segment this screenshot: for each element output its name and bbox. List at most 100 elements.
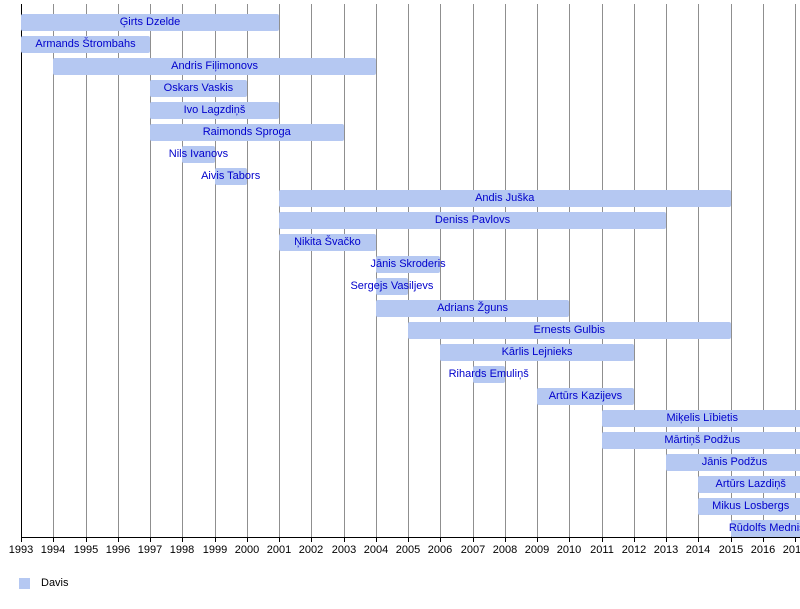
x-axis-tick bbox=[311, 537, 312, 542]
x-axis-tick bbox=[569, 537, 570, 542]
x-axis-tick bbox=[182, 537, 183, 542]
year-gridline bbox=[634, 4, 635, 537]
year-gridline bbox=[569, 4, 570, 537]
x-axis-tick-label: 1997 bbox=[137, 544, 163, 556]
gantt-bar: Rūdolfs Mednis bbox=[728, 520, 800, 537]
year-gridline bbox=[602, 4, 603, 537]
gantt-bar: Jānis Podžus bbox=[666, 454, 800, 471]
x-axis-tick-label: 2004 bbox=[363, 544, 389, 556]
year-gridline bbox=[440, 4, 441, 537]
gantt-bar-label: Rūdolfs Mednis bbox=[728, 522, 800, 534]
gantt-bar: Ernests Gulbis bbox=[408, 322, 731, 339]
x-axis-tick bbox=[376, 537, 377, 542]
x-axis-line bbox=[21, 537, 800, 538]
x-axis-tick bbox=[21, 537, 22, 542]
x-axis-tick-label: 2011 bbox=[590, 544, 614, 556]
gantt-bar: Aivis Tabors bbox=[201, 168, 260, 185]
year-gridline bbox=[53, 4, 54, 537]
gantt-bar: Ņikita Švačko bbox=[279, 234, 376, 251]
x-axis-tick bbox=[666, 537, 667, 542]
x-axis-tick-label: 2016 bbox=[750, 544, 776, 556]
gantt-bar-label: Ģirts Dzelde bbox=[119, 16, 181, 28]
x-axis-tick bbox=[118, 537, 119, 542]
x-axis-tick bbox=[215, 537, 216, 542]
gantt-bar-label: Nils Ivanovs bbox=[168, 148, 229, 160]
legend-label: Davis bbox=[41, 577, 69, 589]
gantt-bar: Andris Fiļimonovs bbox=[53, 58, 376, 75]
legend-color-swatch bbox=[19, 577, 30, 589]
x-axis-tick-label: 1998 bbox=[169, 544, 195, 556]
x-axis-tick-label: 2003 bbox=[331, 544, 357, 556]
gantt-bar-label: Miķelis Lībietis bbox=[666, 412, 739, 424]
year-gridline bbox=[731, 4, 732, 537]
gantt-bar: Armands Štrombahs bbox=[21, 36, 150, 53]
gantt-bar: Miķelis Lībietis bbox=[601, 410, 800, 427]
x-axis-tick-label: 2015 bbox=[718, 544, 744, 556]
gantt-bar: Kārlis Lejnieks bbox=[440, 344, 634, 361]
year-gridline bbox=[21, 4, 22, 537]
gantt-bar-label: Aivis Tabors bbox=[201, 170, 261, 182]
x-axis-tick-label: 1993 bbox=[8, 544, 34, 556]
year-gridline bbox=[344, 4, 345, 537]
gantt-bar: Artūrs Kazijevs bbox=[537, 388, 634, 405]
x-axis-tick bbox=[795, 537, 796, 542]
x-axis-tick bbox=[473, 537, 474, 542]
year-gridline bbox=[795, 4, 796, 537]
year-gridline bbox=[473, 4, 474, 537]
x-axis-tick bbox=[344, 537, 345, 542]
x-axis-tick bbox=[247, 537, 248, 542]
gantt-bar-label: Oskars Vaskis bbox=[163, 82, 234, 94]
gantt-bar: Adrians Žguns bbox=[375, 300, 570, 317]
x-axis-tick-label: 1999 bbox=[202, 544, 228, 556]
x-axis-tick-label: 2007 bbox=[460, 544, 486, 556]
gantt-bar: Raimonds Sproga bbox=[150, 124, 344, 141]
year-gridline bbox=[666, 4, 667, 537]
x-axis-tick-label: 2017 bbox=[782, 544, 800, 556]
gantt-bar-label: Andris Fiļimonovs bbox=[171, 60, 258, 72]
gantt-bar: Artūrs Lazdiņš bbox=[698, 476, 800, 493]
year-gridline bbox=[279, 4, 280, 537]
year-gridline bbox=[118, 4, 119, 537]
gantt-bar-label: Rihards Emuliņš bbox=[448, 368, 529, 380]
x-axis-tick-label: 2005 bbox=[395, 544, 421, 556]
x-axis-tick-label: 2014 bbox=[685, 544, 711, 556]
gantt-bar: Oskars Vaskis bbox=[150, 80, 247, 97]
gantt-bar-label: Kārlis Lejnieks bbox=[501, 346, 573, 358]
gantt-bar: Ivo Lagzdiņš bbox=[150, 102, 279, 119]
year-gridline bbox=[247, 4, 248, 537]
year-gridline bbox=[182, 4, 183, 537]
gantt-bar: Deniss Pavlovs bbox=[279, 212, 666, 229]
gantt-bar-label: Raimonds Sproga bbox=[202, 126, 291, 138]
gantt-bar-label: Artūrs Kazijevs bbox=[548, 390, 623, 402]
year-gridline bbox=[763, 4, 764, 537]
gantt-bar-label: Jānis Podžus bbox=[701, 456, 768, 468]
gantt-bar: Jānis Skroderis bbox=[370, 256, 446, 273]
x-axis-tick-label: 1995 bbox=[73, 544, 99, 556]
x-axis-tick bbox=[537, 537, 538, 542]
x-axis-tick bbox=[86, 537, 87, 542]
gantt-bar-label: Jānis Skroderis bbox=[370, 258, 446, 270]
gantt-bar-label: Armands Štrombahs bbox=[35, 38, 136, 50]
gantt-bar: Mārtiņš Podžus bbox=[601, 432, 800, 449]
x-axis-tick-label: 1994 bbox=[40, 544, 66, 556]
x-axis-tick-label: 2013 bbox=[653, 544, 679, 556]
year-gridline bbox=[537, 4, 538, 537]
legend: Davis bbox=[19, 577, 69, 589]
x-axis-tick-label: 2001 bbox=[266, 544, 292, 556]
gantt-bar-label: Ivo Lagzdiņš bbox=[183, 104, 246, 116]
gantt-bar-label: Artūrs Lazdiņš bbox=[715, 478, 786, 490]
year-gridline bbox=[150, 4, 151, 537]
x-axis-tick bbox=[505, 537, 506, 542]
gantt-bar: Andis Juška bbox=[279, 190, 731, 207]
gantt-bar-label: Andis Juška bbox=[475, 192, 535, 204]
x-axis-tick bbox=[763, 537, 764, 542]
gantt-bar-label: Ņikita Švačko bbox=[294, 236, 361, 248]
x-axis-tick bbox=[150, 537, 151, 542]
x-axis-tick bbox=[698, 537, 699, 542]
x-axis-tick bbox=[440, 537, 441, 542]
x-axis-tick bbox=[602, 537, 603, 542]
x-axis-tick bbox=[731, 537, 732, 542]
gantt-bar: Mikus Losbergs bbox=[698, 498, 800, 515]
gantt-bar-label: Ernests Gulbis bbox=[533, 324, 606, 336]
